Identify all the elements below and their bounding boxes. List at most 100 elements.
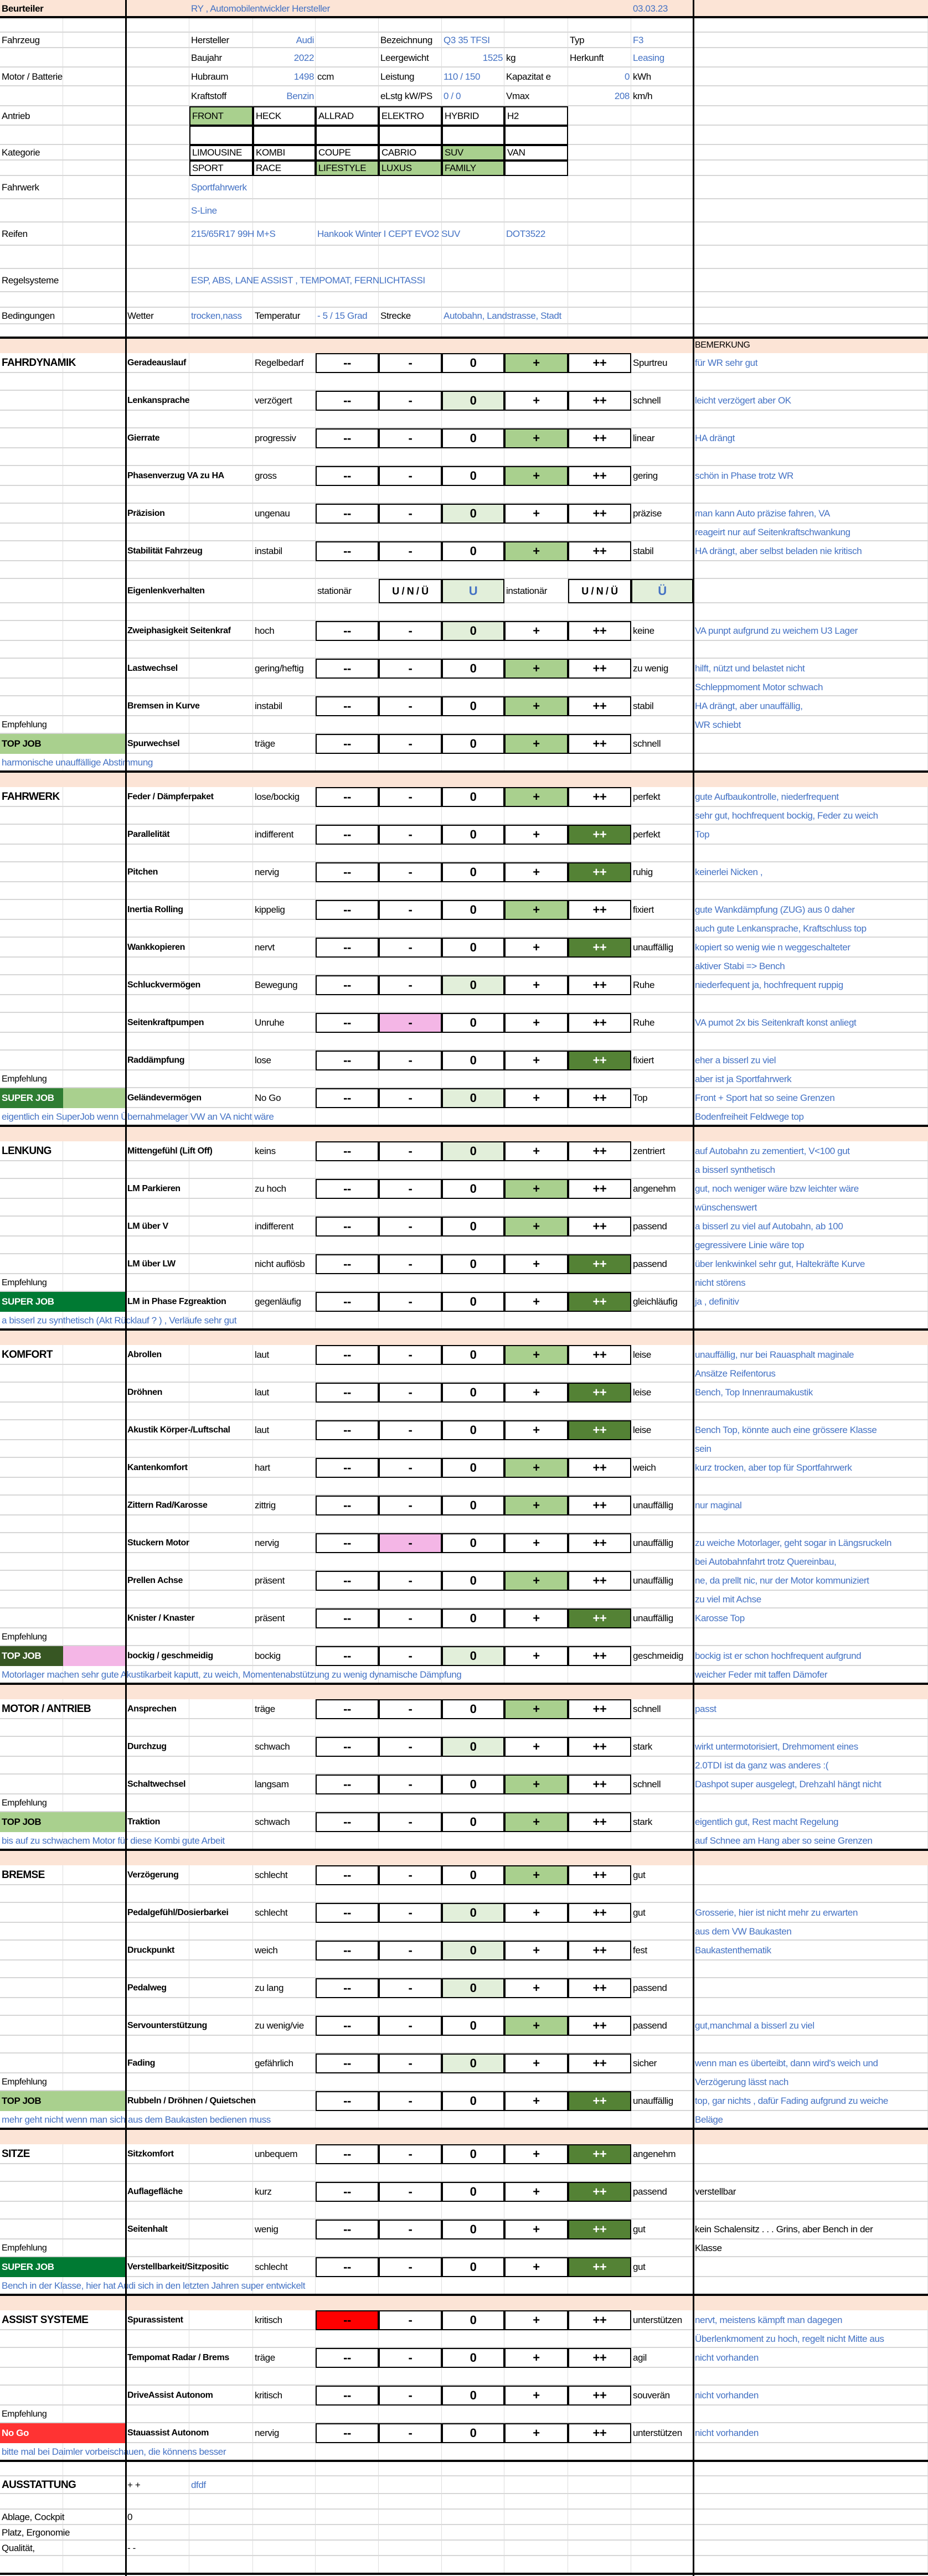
rating-option[interactable]: -- <box>316 787 379 807</box>
rating-option[interactable]: -- <box>316 1496 379 1515</box>
rating-option[interactable]: - <box>379 1141 442 1161</box>
rating-option[interactable]: 0 <box>442 2016 504 2036</box>
rating-option[interactable]: - <box>379 2310 442 2330</box>
rating-option[interactable]: ++ <box>568 659 631 679</box>
rating-option[interactable]: ++ <box>568 1812 631 1832</box>
rating-option[interactable]: + <box>504 696 568 716</box>
rating-option[interactable]: ++ <box>568 1646 631 1666</box>
rating-option[interactable]: - <box>379 541 442 561</box>
rating-option[interactable]: 0 <box>442 1699 504 1719</box>
rating-option[interactable]: -- <box>316 900 379 920</box>
rating-option[interactable]: ++ <box>568 900 631 920</box>
rating-option[interactable]: - <box>379 428 442 448</box>
rating-option[interactable]: 0 <box>442 1608 504 1628</box>
rating-option[interactable]: + <box>504 621 568 641</box>
option-box[interactable]: VAN <box>504 145 568 161</box>
rating-option[interactable]: -- <box>316 1383 379 1403</box>
rating-option[interactable]: ++ <box>568 1051 631 1070</box>
rating-option[interactable]: + <box>504 2220 568 2239</box>
rating-option[interactable]: + <box>504 466 568 486</box>
rating-option[interactable]: + <box>504 1571 568 1591</box>
rating-option[interactable]: 0 <box>442 2257 504 2277</box>
rating-option[interactable]: + <box>504 1941 568 1961</box>
rating-option[interactable]: ++ <box>568 1608 631 1628</box>
rating-option[interactable]: ++ <box>568 1533 631 1553</box>
rating-option[interactable]: ++ <box>568 734 631 754</box>
rating-option[interactable]: + <box>504 938 568 958</box>
rating-option[interactable]: ++ <box>568 825 631 845</box>
option-box[interactable]: ELEKTRO <box>379 106 442 126</box>
rating-option[interactable]: -- <box>316 466 379 486</box>
rating-option[interactable]: 0 <box>442 1903 504 1923</box>
rating-option[interactable]: + <box>504 659 568 679</box>
rating-option[interactable]: - <box>379 1383 442 1403</box>
rating-option[interactable]: + <box>504 1737 568 1757</box>
rating-option[interactable]: ++ <box>568 975 631 995</box>
rating-option[interactable]: 0 <box>442 1179 504 1199</box>
rating-option[interactable]: - <box>379 466 442 486</box>
rating-option[interactable]: + <box>504 2016 568 2036</box>
option-box[interactable]: COUPE <box>316 145 379 161</box>
rating-option[interactable]: 0 <box>442 1496 504 1515</box>
rating-option[interactable]: - <box>379 1903 442 1923</box>
rating-option[interactable]: -- <box>316 1608 379 1628</box>
rating-option[interactable]: -- <box>316 1646 379 1666</box>
rating-option[interactable]: ++ <box>568 2257 631 2277</box>
rating-option[interactable]: - <box>379 2016 442 2036</box>
rating-option[interactable]: 0 <box>442 1571 504 1591</box>
rating-option[interactable]: - <box>379 1812 442 1832</box>
rating-option[interactable]: -- <box>316 1865 379 1885</box>
rating-option[interactable]: 0 <box>442 1978 504 1998</box>
transient-value[interactable]: Ü <box>631 579 693 603</box>
rating-option[interactable]: + <box>504 1292 568 1312</box>
option-box[interactable] <box>504 161 568 176</box>
rating-option[interactable]: - <box>379 2257 442 2277</box>
rating-option[interactable]: - <box>379 900 442 920</box>
rating-option[interactable]: ++ <box>568 2348 631 2368</box>
rating-option[interactable]: - <box>379 1292 442 1312</box>
rating-option[interactable]: 0 <box>442 1217 504 1237</box>
rating-option[interactable]: 0 <box>442 1141 504 1161</box>
rating-option[interactable]: -- <box>316 391 379 411</box>
rating-option[interactable]: 0 <box>442 2144 504 2164</box>
rating-option[interactable]: - <box>379 2091 442 2111</box>
rating-option[interactable]: - <box>379 2182 442 2202</box>
rating-option[interactable]: ++ <box>568 2310 631 2330</box>
rating-option[interactable]: -- <box>316 428 379 448</box>
rating-option[interactable]: - <box>379 1646 442 1666</box>
rating-option[interactable]: 0 <box>442 504 504 524</box>
rating-option[interactable]: -- <box>316 1699 379 1719</box>
rating-option[interactable]: + <box>504 1903 568 1923</box>
rating-option[interactable]: - <box>379 504 442 524</box>
rating-option[interactable]: + <box>504 734 568 754</box>
rating-option[interactable]: - <box>379 353 442 373</box>
option-box[interactable]: HYBRID <box>442 106 504 126</box>
rating-option[interactable]: ++ <box>568 2144 631 2164</box>
rating-option[interactable]: + <box>504 1812 568 1832</box>
rating-option[interactable]: - <box>379 1699 442 1719</box>
rating-option[interactable]: - <box>379 825 442 845</box>
rating-option[interactable]: ++ <box>568 466 631 486</box>
rating-option[interactable]: -- <box>316 938 379 958</box>
rating-option[interactable]: ++ <box>568 2386 631 2406</box>
rating-option[interactable]: -- <box>316 621 379 641</box>
rating-option[interactable]: 0 <box>442 825 504 845</box>
rating-option[interactable]: 0 <box>442 1812 504 1832</box>
rating-option[interactable]: - <box>379 1217 442 1237</box>
rating-option[interactable]: -- <box>316 696 379 716</box>
rating-option[interactable]: - <box>379 734 442 754</box>
rating-option[interactable]: + <box>504 391 568 411</box>
rating-option[interactable]: -- <box>316 2310 379 2330</box>
rating-option[interactable]: - <box>379 621 442 641</box>
rating-option[interactable]: 0 <box>442 1737 504 1757</box>
rating-option[interactable]: + <box>504 1141 568 1161</box>
rating-option[interactable]: - <box>379 1775 442 1794</box>
rating-option[interactable]: ++ <box>568 2016 631 2036</box>
rating-option[interactable]: - <box>379 787 442 807</box>
rating-option[interactable]: 0 <box>442 1383 504 1403</box>
option-box[interactable]: SPORT <box>189 161 253 176</box>
rating-option[interactable]: 0 <box>442 1865 504 1885</box>
rating-option[interactable]: ++ <box>568 1420 631 1440</box>
option-box[interactable]: LUXUS <box>379 161 442 176</box>
rating-option[interactable]: ++ <box>568 1141 631 1161</box>
